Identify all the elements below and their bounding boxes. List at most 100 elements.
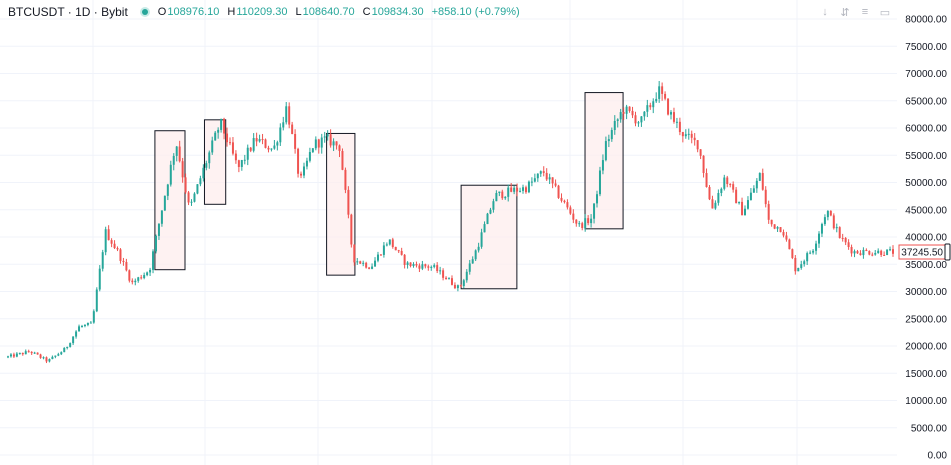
candle[interactable] xyxy=(27,349,30,353)
candle[interactable] xyxy=(522,184,525,194)
candle[interactable] xyxy=(433,263,436,269)
candle[interactable] xyxy=(149,267,152,277)
candle[interactable] xyxy=(815,240,818,255)
candle[interactable] xyxy=(640,116,643,127)
candle[interactable] xyxy=(237,159,240,173)
candle[interactable] xyxy=(616,118,619,128)
candle[interactable] xyxy=(474,249,477,262)
candle[interactable] xyxy=(732,181,735,193)
symbol-title[interactable]: BTCUSDT · 1D · Bybit xyxy=(8,5,128,19)
candle[interactable] xyxy=(850,244,853,257)
candle[interactable] xyxy=(729,183,732,188)
candle[interactable] xyxy=(314,136,317,151)
candle[interactable] xyxy=(246,144,249,166)
candle[interactable] xyxy=(797,267,800,272)
candle[interactable] xyxy=(48,358,51,363)
candle[interactable] xyxy=(379,254,382,256)
candle[interactable] xyxy=(868,250,871,256)
candle[interactable] xyxy=(131,278,134,285)
candle[interactable] xyxy=(311,147,314,154)
candle[interactable] xyxy=(853,249,856,258)
candle[interactable] xyxy=(217,127,220,139)
candle[interactable] xyxy=(258,134,261,143)
candle[interactable] xyxy=(613,115,616,135)
candle[interactable] xyxy=(297,147,300,178)
candle[interactable] xyxy=(362,260,365,267)
candle[interactable] xyxy=(409,262,412,268)
candle[interactable] xyxy=(430,265,433,271)
candle[interactable] xyxy=(741,197,744,216)
candle[interactable] xyxy=(619,108,622,123)
candle[interactable] xyxy=(110,238,113,248)
candle[interactable] xyxy=(187,190,190,206)
candle[interactable] xyxy=(708,185,711,201)
candle[interactable] xyxy=(228,137,231,146)
candle[interactable] xyxy=(285,102,288,125)
candle[interactable] xyxy=(862,247,865,259)
candle[interactable] xyxy=(566,199,569,210)
candle[interactable] xyxy=(838,226,841,239)
candle[interactable] xyxy=(350,213,353,248)
candle[interactable] xyxy=(234,150,237,164)
candle[interactable] xyxy=(166,183,169,201)
candle[interactable] xyxy=(169,160,172,187)
candle[interactable] xyxy=(160,210,163,227)
candle[interactable] xyxy=(125,258,128,272)
candle[interactable] xyxy=(696,140,699,153)
candle[interactable] xyxy=(86,322,89,327)
candle[interactable] xyxy=(418,263,421,273)
candle[interactable] xyxy=(548,173,551,185)
candle[interactable] xyxy=(60,351,63,356)
candle[interactable] xyxy=(563,199,566,204)
candle[interactable] xyxy=(69,342,72,348)
candle[interactable] xyxy=(468,259,471,275)
candle[interactable] xyxy=(439,266,442,275)
candle[interactable] xyxy=(767,200,770,224)
candle[interactable] xyxy=(92,309,95,324)
candle[interactable] xyxy=(98,265,101,292)
candle[interactable] xyxy=(214,130,217,141)
candle[interactable] xyxy=(794,255,797,275)
candle[interactable] xyxy=(702,155,705,178)
candle[interactable] xyxy=(365,261,368,269)
candle[interactable] xyxy=(776,226,779,232)
candle[interactable] xyxy=(477,242,480,253)
candle[interactable] xyxy=(388,239,391,246)
candle[interactable] xyxy=(527,180,530,194)
candle[interactable] xyxy=(554,179,557,188)
candle[interactable] xyxy=(72,336,75,345)
candle[interactable] xyxy=(421,260,424,271)
candle[interactable] xyxy=(137,276,140,283)
candle[interactable] xyxy=(302,162,305,179)
candle[interactable] xyxy=(519,187,522,193)
candle[interactable] xyxy=(678,117,681,136)
candle[interactable] xyxy=(818,231,821,248)
candle[interactable] xyxy=(193,192,196,203)
restore-icon[interactable]: ⇵ xyxy=(840,6,850,19)
candle[interactable] xyxy=(634,111,637,127)
candle[interactable] xyxy=(483,221,486,233)
candle[interactable] xyxy=(329,129,332,148)
candle[interactable] xyxy=(442,268,445,281)
candle[interactable] xyxy=(347,186,350,219)
candle[interactable] xyxy=(368,266,371,270)
candle[interactable] xyxy=(450,275,453,286)
candle[interactable] xyxy=(300,171,303,179)
candle[interactable] xyxy=(690,130,693,144)
candle[interactable] xyxy=(877,248,880,254)
candle[interactable] xyxy=(45,356,48,364)
candle[interactable] xyxy=(78,324,81,332)
candle[interactable] xyxy=(344,167,347,194)
candle[interactable] xyxy=(267,145,270,153)
candle[interactable] xyxy=(829,210,832,217)
candle[interactable] xyxy=(572,209,575,224)
candle[interactable] xyxy=(513,185,516,195)
candle[interactable] xyxy=(510,182,513,193)
candle[interactable] xyxy=(462,278,465,289)
candle[interactable] xyxy=(744,205,747,216)
candle[interactable] xyxy=(720,187,723,197)
candle[interactable] xyxy=(356,257,359,265)
candle[interactable] xyxy=(723,174,726,191)
candle[interactable] xyxy=(806,251,809,265)
candle[interactable] xyxy=(273,140,276,150)
